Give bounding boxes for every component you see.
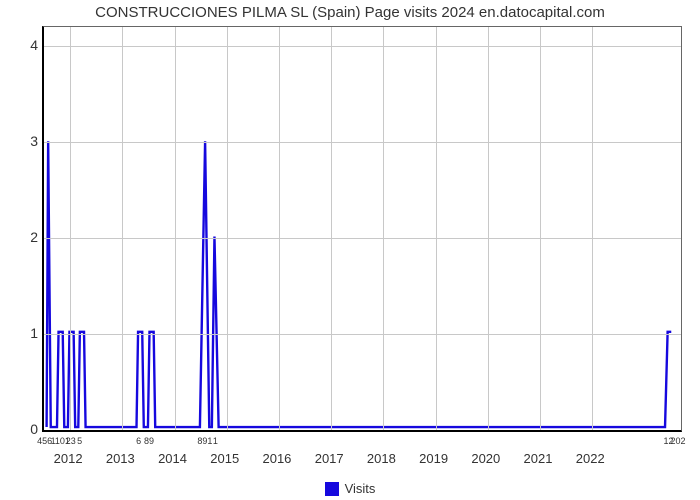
x-tick-minor: 202 [670, 436, 685, 446]
x-tick-year: 2018 [367, 451, 396, 466]
y-tick-label: 2 [8, 229, 38, 245]
x-tick-minor: 5 [77, 436, 82, 446]
gridline-v [592, 27, 593, 430]
legend-swatch [325, 482, 339, 496]
x-tick-year: 2021 [524, 451, 553, 466]
x-tick-year: 2014 [158, 451, 187, 466]
legend: Visits [0, 480, 700, 496]
data-line [44, 27, 681, 430]
x-tick-year: 2012 [54, 451, 83, 466]
x-tick-year: 2019 [419, 451, 448, 466]
series-line [47, 141, 672, 427]
gridline-h [44, 334, 681, 335]
x-tick-minor: 891 [197, 436, 212, 446]
gridline-v [122, 27, 123, 430]
y-tick-label: 4 [8, 37, 38, 53]
gridline-v [540, 27, 541, 430]
gridline-h [44, 142, 681, 143]
gridline-v [488, 27, 489, 430]
y-tick-label: 0 [8, 421, 38, 437]
x-tick-minor: 6 [136, 436, 141, 446]
gridline-v [70, 27, 71, 430]
plot-area [42, 26, 682, 432]
x-tick-year: 2013 [106, 451, 135, 466]
chart-title: CONSTRUCCIONES PILMA SL (Spain) Page vis… [0, 4, 700, 21]
y-tick-label: 1 [8, 325, 38, 341]
x-tick-year: 2017 [315, 451, 344, 466]
x-tick-year: 2015 [210, 451, 239, 466]
chart-container: CONSTRUCCIONES PILMA SL (Spain) Page vis… [0, 0, 700, 500]
x-tick-year: 2020 [471, 451, 500, 466]
gridline-v [331, 27, 332, 430]
x-tick-minor: 89 [144, 436, 154, 446]
gridline-v [436, 27, 437, 430]
x-tick-year: 2022 [576, 451, 605, 466]
x-tick-year: 2016 [262, 451, 291, 466]
gridline-h [44, 238, 681, 239]
gridline-v [175, 27, 176, 430]
x-tick-minor: 1 [213, 436, 218, 446]
gridline-v [279, 27, 280, 430]
x-tick-minor: 23 [66, 436, 76, 446]
legend-label: Visits [345, 481, 376, 496]
y-tick-label: 3 [8, 133, 38, 149]
gridline-v [383, 27, 384, 430]
gridline-h [44, 46, 681, 47]
gridline-v [227, 27, 228, 430]
